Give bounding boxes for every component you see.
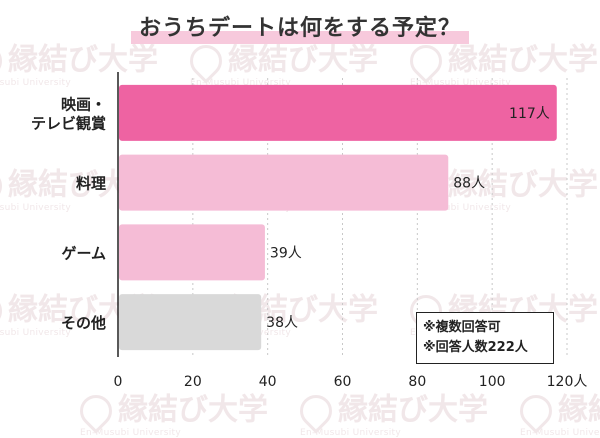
note-respondent-count: ※回答人数222人 <box>423 340 528 355</box>
category-label: テレビ観賞 <box>31 114 106 132</box>
x-tick-label: 120人 <box>547 374 588 390</box>
bar <box>119 294 262 351</box>
title-area: おうちデートは何をする予定？ <box>0 10 600 44</box>
watermark-subtext: En-Musubi University <box>520 428 600 438</box>
watermark-subtext: En-Musubi University <box>300 428 401 438</box>
bar <box>119 224 265 281</box>
x-tick-label: 60 <box>334 374 352 390</box>
data-label: 88人 <box>453 176 485 192</box>
category-label: 料理 <box>76 175 106 193</box>
data-label: 38人 <box>266 315 298 331</box>
category-label: 映画・ <box>61 95 106 113</box>
chart-title: おうちデートは何をする予定？ <box>130 10 469 44</box>
x-tick-label: 20 <box>184 374 202 390</box>
x-tick-label: 100 <box>479 374 506 390</box>
bar <box>119 84 557 141</box>
x-tick-label: 80 <box>408 374 426 390</box>
note-multiple-answers: ※複数回答可 <box>423 320 501 335</box>
data-label: 39人 <box>270 245 302 261</box>
bar <box>119 154 449 211</box>
category-label: ゲーム <box>61 244 106 262</box>
note-box: ※複数回答可 ※回答人数222人 <box>416 312 554 364</box>
data-label: 117人 <box>509 106 550 122</box>
bar-chart: 0 20 40 60 80 100 120人 117人 映画・テレビ観賞 88人 料理 39人 ゲーム 3… <box>31 72 588 390</box>
category-label: その他 <box>61 314 106 332</box>
x-tick-label: 40 <box>259 374 277 390</box>
watermark-subtext: En-Musubi University <box>80 428 181 438</box>
x-tick-label: 0 <box>114 374 123 390</box>
